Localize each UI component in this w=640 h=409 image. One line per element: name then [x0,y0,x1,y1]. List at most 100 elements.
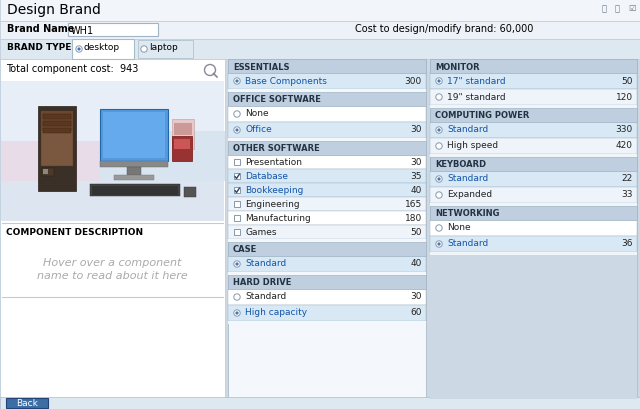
Bar [228,272,426,275]
Text: 35: 35 [410,172,422,181]
Circle shape [437,243,440,246]
Circle shape [236,312,239,315]
Bar [1,82,224,221]
Circle shape [234,310,240,317]
Text: Manufacturing: Manufacturing [245,214,311,223]
Circle shape [437,80,440,83]
Bar [430,123,637,139]
Bar [68,24,158,37]
Bar [228,142,426,155]
Bar [228,184,426,198]
Circle shape [437,178,440,181]
Bar [0,40,640,60]
Bar [228,93,426,107]
Bar [38,107,76,191]
Bar [430,90,637,106]
Text: ⎙: ⎙ [602,4,607,13]
Text: ⤓: ⤓ [615,4,620,13]
Bar [41,112,73,166]
Bar [138,41,193,59]
Circle shape [436,79,442,85]
Text: 22: 22 [621,174,633,183]
Text: 36: 36 [621,239,633,248]
Bar [43,122,71,127]
Bar [234,173,240,180]
Bar [228,275,426,289]
Circle shape [437,129,440,132]
Text: 60: 60 [410,308,422,317]
Bar [228,211,426,225]
Bar [72,40,134,60]
Text: COMPONENT DESCRIPTION: COMPONENT DESCRIPTION [6,227,143,236]
Text: Bookkeeping: Bookkeeping [245,186,303,195]
Bar [172,137,192,162]
Bar [228,289,426,305]
Text: 165: 165 [404,200,422,209]
Bar [430,139,637,155]
Bar [430,252,637,255]
Bar [430,106,637,109]
Bar [184,188,196,198]
Text: COMPUTING POWER: COMPUTING POWER [435,111,529,120]
Bar [430,188,637,204]
Text: MONITOR: MONITOR [435,62,479,71]
Circle shape [236,80,239,83]
Circle shape [436,94,442,101]
Bar [234,215,240,222]
Bar [430,172,637,188]
Bar [228,170,426,184]
Bar [228,155,426,170]
Circle shape [236,263,239,266]
Circle shape [77,48,81,52]
Text: Games: Games [245,228,276,237]
Bar [234,187,240,194]
Bar [234,229,240,236]
Bar [100,162,168,168]
Text: NETWORKING: NETWORKING [435,209,499,218]
Bar [43,115,71,120]
Bar [430,204,637,207]
Bar [100,132,225,182]
Bar [103,113,165,159]
Bar [90,184,180,196]
Bar [228,198,426,211]
Bar [43,170,48,175]
Bar [228,225,426,239]
Text: 330: 330 [616,125,633,134]
Circle shape [436,192,442,199]
Bar [228,60,426,74]
Bar [430,60,637,399]
Bar [228,60,426,399]
Bar [228,139,426,142]
Circle shape [234,79,240,85]
Text: HARD DRIVE: HARD DRIVE [233,278,291,287]
Bar [174,139,190,150]
Text: 30: 30 [410,158,422,167]
Text: name to read about it here: name to read about it here [36,270,188,280]
Bar [42,169,54,177]
Text: Cost to design/modify brand: 60,000: Cost to design/modify brand: 60,000 [355,24,533,34]
Circle shape [234,112,240,118]
Text: KEYBOARD: KEYBOARD [435,160,486,169]
Bar [1,162,224,221]
Bar [430,255,637,399]
Bar [0,60,225,399]
Text: 50: 50 [410,228,422,237]
Bar [43,129,71,134]
Bar [228,305,426,321]
Text: ☑: ☑ [628,4,636,13]
Circle shape [234,294,240,301]
Text: Standard: Standard [447,239,488,248]
Text: Brand Name: Brand Name [7,24,74,34]
Bar [114,175,154,180]
Text: 40: 40 [411,186,422,195]
Bar [228,123,426,139]
Circle shape [436,225,442,231]
Circle shape [76,47,82,53]
Text: 19" standard: 19" standard [447,92,506,101]
Text: WH1: WH1 [71,25,94,36]
Text: Back: Back [16,398,38,407]
Text: High capacity: High capacity [245,308,307,317]
Bar [228,239,426,243]
Text: OTHER SOFTWARE: OTHER SOFTWARE [233,144,320,153]
